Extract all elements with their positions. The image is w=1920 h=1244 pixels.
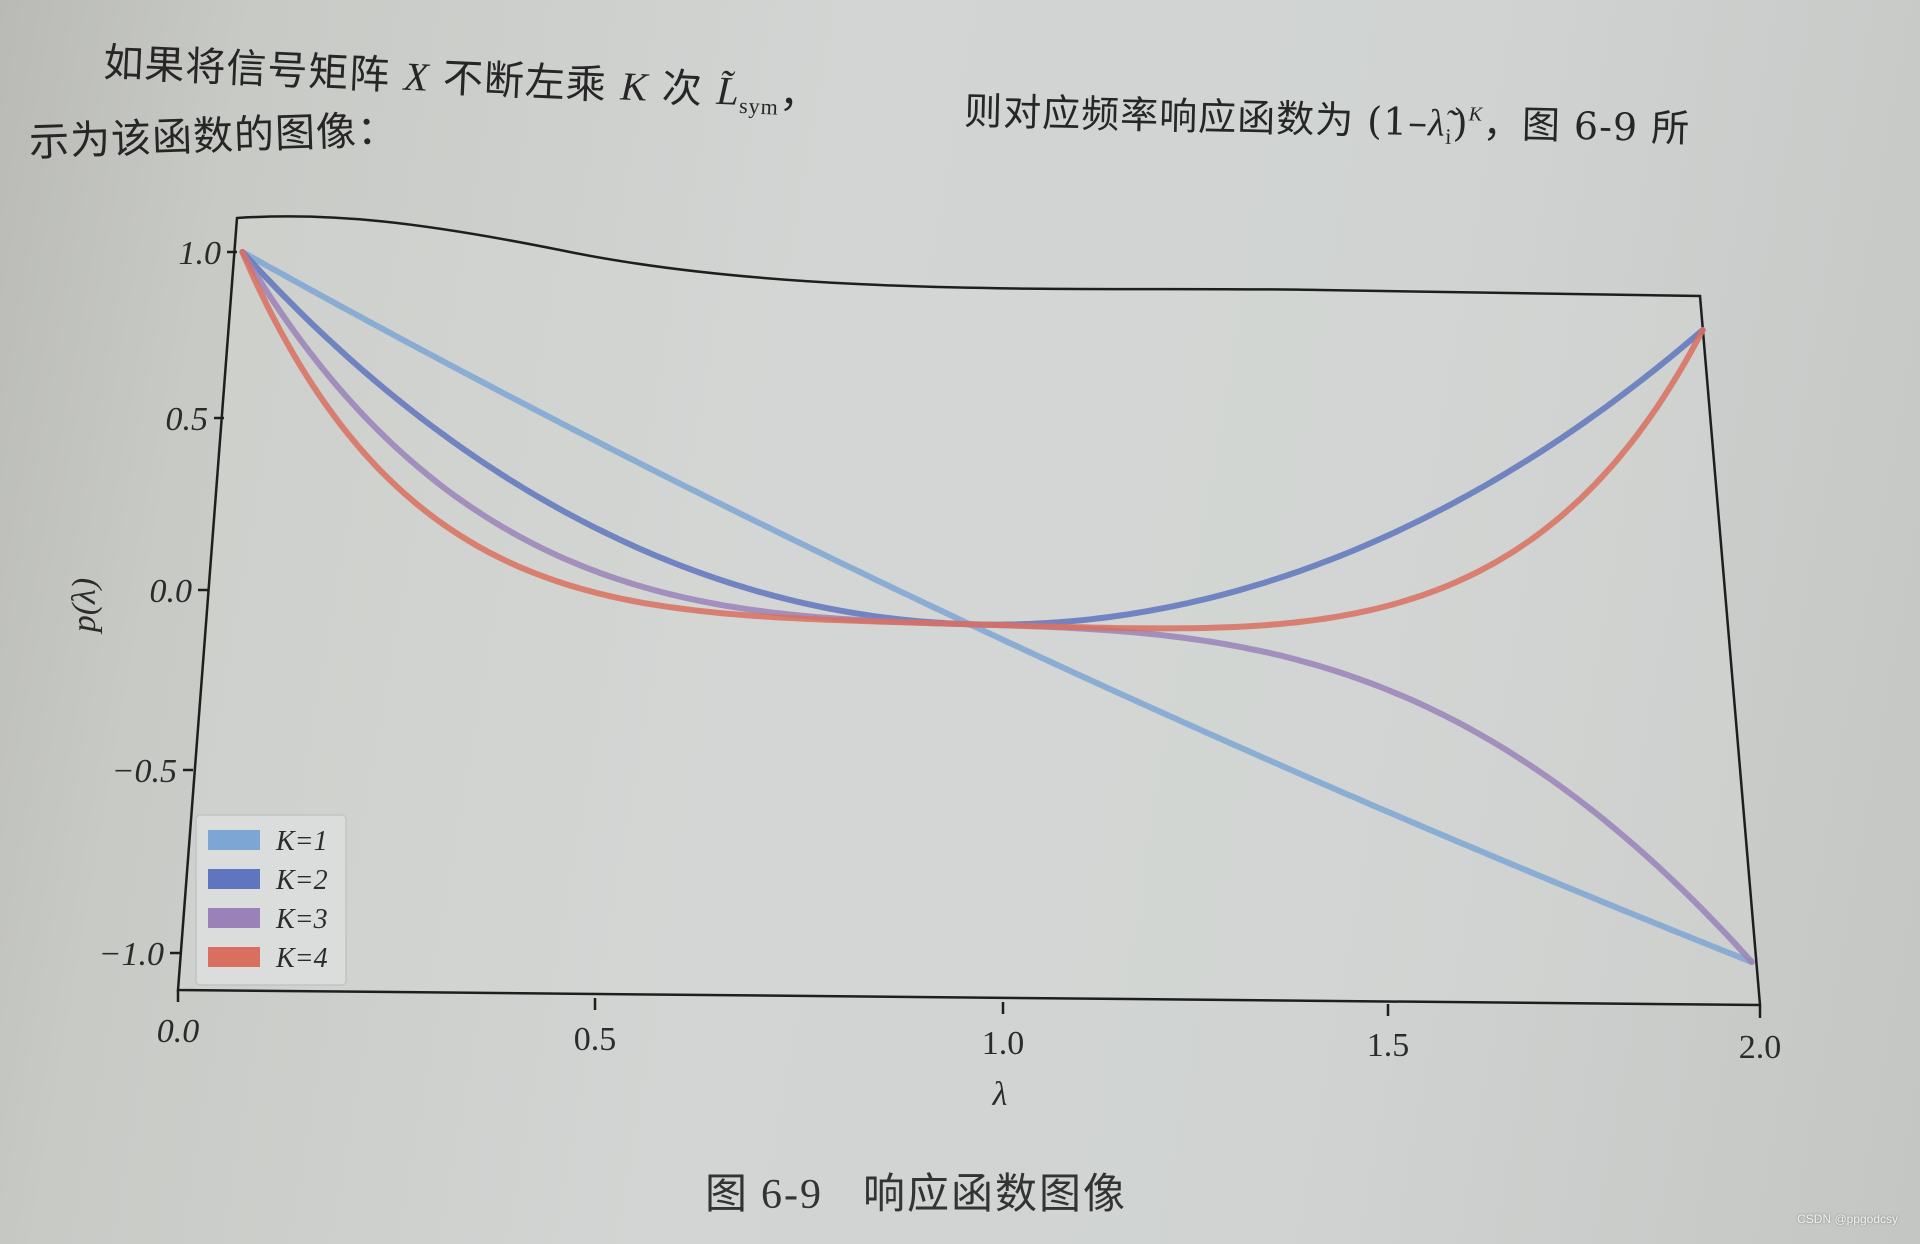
caption-number: 6-9 — [761, 1172, 824, 1218]
legend: K=1 K=2 K=3 K=4 — [195, 814, 347, 986]
x-tick-label: 2.0 — [1739, 1029, 1782, 1066]
y-axis-ticks: 1.0 0.5 0.0 −0.5 −1.0 — [99, 235, 237, 973]
x-tick-label: 1.0 — [982, 1025, 1025, 1062]
y-tick-label: 1.0 — [179, 235, 222, 272]
y-tick-label: −1.0 — [99, 936, 164, 973]
x-axis-label: λ — [992, 1076, 1008, 1113]
watermark: CSDN @ppgodcsy — [1797, 1212, 1898, 1226]
x-axis-ticks: 0.0 0.5 1.0 1.5 2.0 — [157, 990, 1782, 1066]
series-line-k4 — [239, 249, 1706, 632]
legend-label-k4: K=4 — [275, 943, 328, 974]
caption-title: 响应函数图像 — [863, 1169, 1128, 1218]
legend-swatch-k2 — [208, 869, 260, 889]
x-tick-label: 0.5 — [574, 1021, 617, 1058]
y-axis-label: p(λ) — [66, 578, 103, 634]
x-tick-label: 0.0 — [157, 1013, 200, 1050]
legend-swatch-k3 — [208, 908, 260, 928]
legend-label-k2: K=2 — [275, 865, 328, 896]
plot-frame — [176, 215, 1762, 1007]
caption-prefix: 图 — [705, 1169, 750, 1218]
legend-swatch-k4 — [208, 947, 260, 967]
y-tick-label: 0.5 — [166, 401, 209, 438]
figure-caption: 图 6-9 响应函数图像 — [705, 1160, 1127, 1221]
legend-swatch-k1 — [208, 830, 260, 850]
series-lines — [239, 249, 1755, 965]
x-tick-label: 1.5 — [1367, 1027, 1410, 1064]
legend-label-k1: K=1 — [275, 826, 328, 857]
legend-label-k3: K=3 — [275, 904, 328, 935]
y-tick-label: 0.0 — [150, 573, 193, 610]
y-tick-label: −0.5 — [112, 753, 177, 790]
